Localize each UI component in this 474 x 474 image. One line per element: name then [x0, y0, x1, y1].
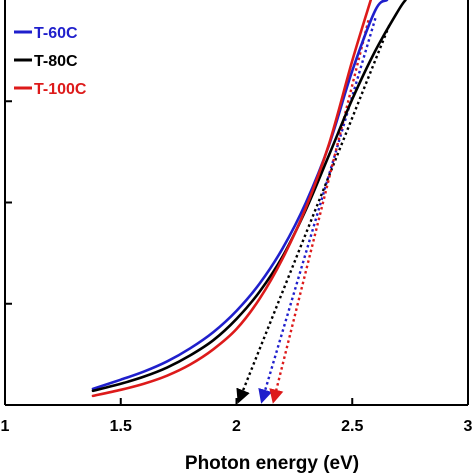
x-axis-label: Photon energy (eV) [185, 453, 359, 474]
tangent-line-t-100c [269, 19, 370, 404]
tangent-line-t-60c [258, 17, 377, 404]
plot-lines [91, 0, 407, 404]
legend: T-60C T-80C T-100C [14, 25, 87, 98]
series-line-t-60c [91, 0, 389, 391]
axes: 1 1.5 2 2.5 3 [1, 0, 473, 435]
x-tick-label-0: 1 [1, 418, 10, 435]
tangent-line-t-80c [236, 24, 391, 404]
x-tick-label-2: 2 [232, 418, 241, 435]
x-tick-label-4: 3 [464, 418, 473, 435]
series-line-t-100c [91, 0, 373, 398]
x-tick-label-1: 1.5 [110, 418, 132, 435]
legend-label-t-60c: T-60C [34, 25, 78, 42]
x-tick-label-3: 2.5 [341, 418, 363, 435]
legend-label-t-100c: T-100C [34, 81, 87, 98]
legend-label-t-80c: T-80C [34, 53, 78, 70]
series-line-t-80c [91, 0, 407, 393]
